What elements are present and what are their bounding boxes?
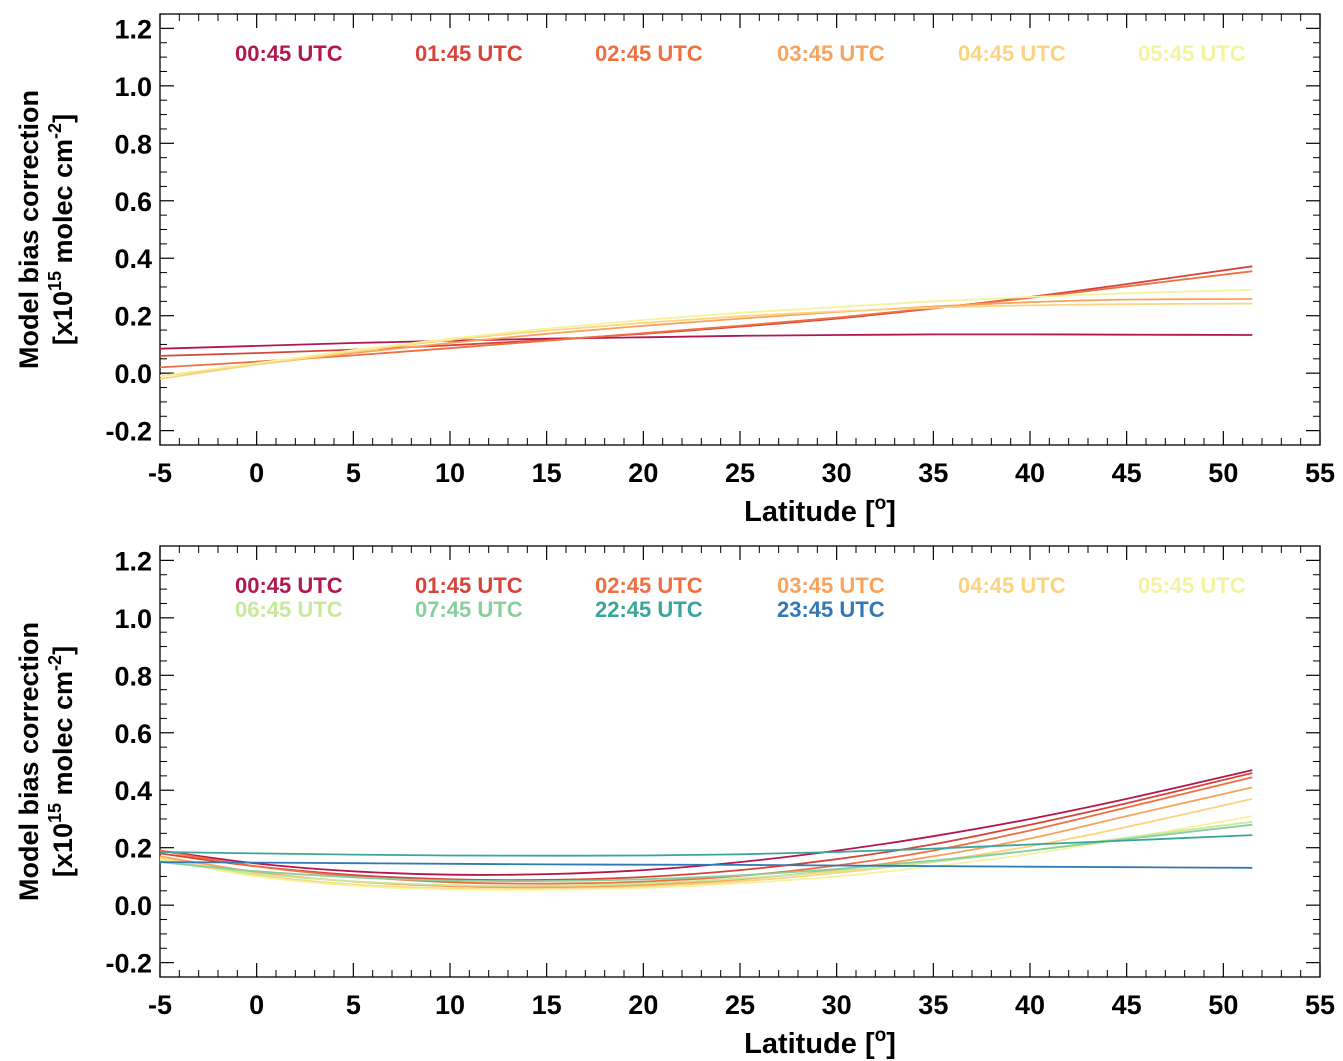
y-tick-label: 0.4 bbox=[114, 776, 152, 806]
x-tick-label: 35 bbox=[918, 990, 948, 1020]
legend-entry: 22:45 UTC bbox=[595, 597, 703, 622]
y-axis-label-part: -2 bbox=[45, 123, 65, 139]
y-axis-label-part: ] bbox=[48, 646, 78, 655]
series-line bbox=[159, 333, 1253, 350]
y-tick-label: 0.8 bbox=[114, 661, 152, 691]
x-axis-label-degree: o bbox=[875, 493, 887, 514]
x-tick-label: 55 bbox=[1305, 458, 1335, 488]
y-axis-label-line1: Model bias correction bbox=[14, 622, 44, 901]
x-tick-label: 50 bbox=[1208, 990, 1238, 1020]
x-tick-label: 25 bbox=[725, 990, 755, 1020]
y-axis-label-part: molec cm bbox=[48, 671, 78, 803]
series-line bbox=[159, 776, 1253, 885]
series-line bbox=[159, 834, 1253, 857]
x-tick-label: 40 bbox=[1015, 990, 1045, 1020]
y-tick-label: 0.4 bbox=[114, 244, 152, 274]
legend-entry: 01:45 UTC bbox=[415, 573, 523, 598]
x-tick-label: 40 bbox=[1015, 458, 1045, 488]
x-tick-label: 5 bbox=[346, 458, 361, 488]
series-line bbox=[159, 265, 1253, 357]
x-axis-label-end: ] bbox=[886, 496, 896, 528]
legend-entry: 00:45 UTC bbox=[235, 41, 343, 66]
legend-entry: 03:45 UTC bbox=[777, 573, 885, 598]
series-line bbox=[159, 288, 1253, 377]
y-tick-label: 1.2 bbox=[114, 14, 152, 44]
plot-frame bbox=[159, 13, 1321, 446]
y-tick-label: -0.2 bbox=[105, 417, 152, 447]
y-tick-label: 0.2 bbox=[114, 834, 152, 864]
x-axis-label-degree: o bbox=[875, 1025, 887, 1046]
x-tick-label: 10 bbox=[435, 990, 465, 1020]
legend-entry: 04:45 UTC bbox=[958, 573, 1066, 598]
x-tick-label: 45 bbox=[1112, 458, 1142, 488]
bottom-panel: -5 0 5 10 15 20 25 30 35 40 45 50 55 -0.2 0.0 0.2 0.4 0.6… bbox=[14, 545, 1335, 1060]
series-line bbox=[159, 861, 1253, 869]
legend-entry: 02:45 UTC bbox=[595, 573, 703, 598]
y-tick-label: 0.6 bbox=[114, 187, 152, 217]
x-tick-label: 10 bbox=[435, 458, 465, 488]
y-axis-label-part: [x10 bbox=[48, 823, 78, 877]
x-axis-label-text: Latitude [ bbox=[744, 496, 875, 528]
y-axis-label-part: -2 bbox=[45, 655, 65, 671]
x-axis-label-end: ] bbox=[886, 1028, 896, 1060]
legend-entry: 02:45 UTC bbox=[595, 41, 703, 66]
x-axis-label: Latitude [o] bbox=[744, 493, 896, 528]
series-line bbox=[159, 769, 1253, 876]
legend-entry: 05:45 UTC bbox=[1138, 41, 1246, 66]
x-tick-label: -5 bbox=[148, 458, 172, 488]
y-tick-label: 1.2 bbox=[114, 546, 152, 576]
y-tick-label: 0.0 bbox=[114, 891, 152, 921]
x-tick-label: 25 bbox=[725, 458, 755, 488]
series-line bbox=[159, 772, 1253, 881]
x-tick-label: 5 bbox=[346, 990, 361, 1020]
x-axis-label: Latitude [o] bbox=[744, 1025, 896, 1060]
y-axis-label-part: ] bbox=[48, 114, 78, 123]
y-axis-label-part: [x10 bbox=[48, 291, 78, 345]
y-tick-label: 0.8 bbox=[114, 129, 152, 159]
y-tick-label: 0.6 bbox=[114, 719, 152, 749]
y-tick-label: 1.0 bbox=[114, 604, 152, 634]
x-tick-label: 20 bbox=[628, 990, 658, 1020]
legend-entry: 03:45 UTC bbox=[777, 41, 885, 66]
y-axis-label-line2: [x1015 molec cm-2] bbox=[45, 114, 78, 345]
series-line bbox=[159, 270, 1253, 369]
x-tick-label: 0 bbox=[249, 990, 264, 1020]
y-axis-label-part: molec cm bbox=[48, 139, 78, 271]
legend-entry: 07:45 UTC bbox=[415, 597, 523, 622]
series-line bbox=[159, 815, 1253, 891]
x-tick-label: 20 bbox=[628, 458, 658, 488]
x-tick-label: 30 bbox=[822, 458, 852, 488]
series-line bbox=[159, 298, 1253, 377]
series-line bbox=[159, 823, 1253, 882]
top-panel: -5 0 5 10 15 20 25 30 35 40 45 50 55 -0.2 0.0 0.2 0.4 0.6… bbox=[14, 13, 1335, 528]
x-tick-label: 15 bbox=[532, 458, 562, 488]
x-tick-label: 35 bbox=[918, 458, 948, 488]
x-tick-label: 50 bbox=[1208, 458, 1238, 488]
y-tick-label: 0.2 bbox=[114, 302, 152, 332]
x-tick-label: -5 bbox=[148, 990, 172, 1020]
y-axis-label-line2: [x1015 molec cm-2] bbox=[45, 646, 78, 877]
x-tick-label: 30 bbox=[822, 990, 852, 1020]
y-tick-label: 1.0 bbox=[114, 72, 152, 102]
y-axis-label-line1: Model bias correction bbox=[14, 90, 44, 369]
y-tick-label: 0.0 bbox=[114, 359, 152, 389]
legend-entry: 00:45 UTC bbox=[235, 573, 343, 598]
legend-entry: 01:45 UTC bbox=[415, 41, 523, 66]
legend-entry: 23:45 UTC bbox=[777, 597, 885, 622]
y-axis-label-part: 15 bbox=[45, 803, 65, 823]
x-tick-label: 0 bbox=[249, 458, 264, 488]
x-tick-label: 45 bbox=[1112, 990, 1142, 1020]
y-tick-label: -0.2 bbox=[105, 949, 152, 979]
x-tick-label: 15 bbox=[532, 990, 562, 1020]
y-axis-label-part: 15 bbox=[45, 271, 65, 291]
legend-entry: 05:45 UTC bbox=[1138, 573, 1246, 598]
x-axis-label-text: Latitude [ bbox=[744, 1028, 875, 1060]
x-tick-label: 55 bbox=[1305, 990, 1335, 1020]
legend-entry: 06:45 UTC bbox=[235, 597, 343, 622]
series-line bbox=[159, 302, 1253, 380]
legend-entry: 04:45 UTC bbox=[958, 41, 1066, 66]
series-line bbox=[159, 798, 1253, 891]
